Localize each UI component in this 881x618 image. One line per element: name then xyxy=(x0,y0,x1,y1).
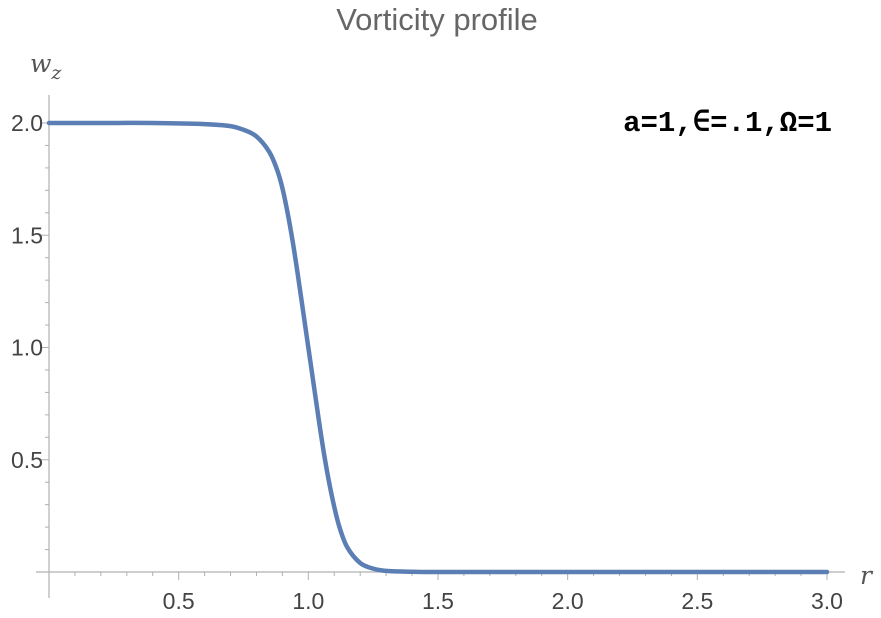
series xyxy=(46,120,830,575)
y-axis-label-main: w xyxy=(30,49,51,78)
y-tick-label: 1.0 xyxy=(11,335,43,361)
x-axis-label: r xyxy=(860,561,874,590)
x-tick-label: 0.5 xyxy=(163,588,195,614)
y-tick-label: 1.5 xyxy=(11,222,43,248)
chart-title: Vorticity profile xyxy=(336,2,538,37)
ticks xyxy=(41,122,828,580)
x-tick-label: 3.0 xyxy=(811,588,843,614)
x-tick-label: 2.5 xyxy=(681,588,713,614)
y-axis-label-sub: z xyxy=(50,62,62,84)
x-tick-label: 1.5 xyxy=(422,588,454,614)
axes xyxy=(36,95,845,598)
y-tick-label: 0.5 xyxy=(11,447,43,473)
vorticity-series-line xyxy=(46,120,830,575)
parameter-annotation: a=1,∈=.1,Ω=1 xyxy=(623,107,832,140)
tick-labels: 0.5 1.0 1.5 2.0 2.5 3.0 0.5 1.0 1.5 2.0 xyxy=(11,110,843,614)
y-tick-label: 2.0 xyxy=(11,110,43,136)
x-tick-label: 2.0 xyxy=(552,588,584,614)
y-axis-label: wz xyxy=(30,49,62,84)
x-tick-label: 1.0 xyxy=(292,588,324,614)
